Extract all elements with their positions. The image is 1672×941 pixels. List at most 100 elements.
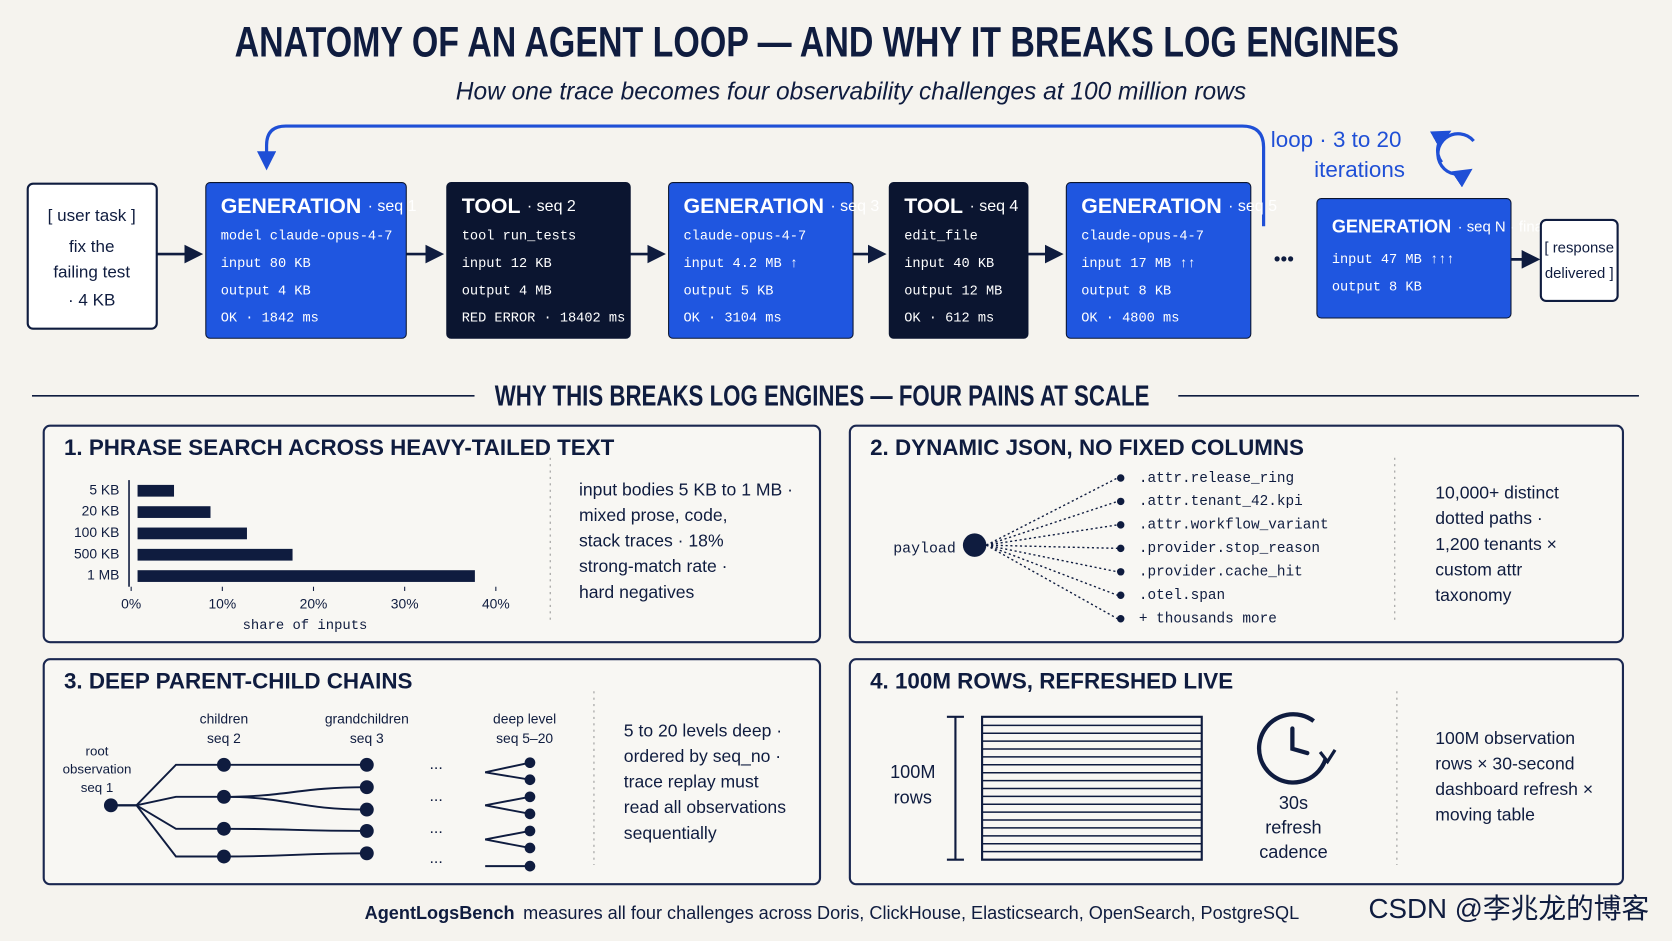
step-line: OK · 1842 ms [221,312,319,327]
category-label: 20 KB [82,503,120,519]
panel-title: 3. DEEP PARENT-CHILD CHAINS [64,669,413,694]
panel-title: 4. 100M ROWS, REFRESHED LIVE [870,669,1233,694]
step-line: edit_file [904,230,978,245]
child-node [216,821,231,836]
step-seq: · seq 4 [969,198,1018,215]
deep-node [524,791,536,803]
title: ANATOMY OF AN AGENT LOOP — AND WHY IT BR… [235,18,1399,66]
panel-description: moving table [1435,805,1535,825]
step-title: GENERATION · seq 5 [1081,194,1277,218]
step-line: input 12 KB [462,257,552,272]
cycle-icon [1429,130,1452,164]
end-text: delivered ] [1545,265,1614,282]
json-path: .provider.cache_hit [1139,565,1303,581]
section-title: WHY THIS BREAKS LOG ENGINES — FOUR PAINS… [495,381,1150,413]
bar [137,548,293,561]
start-text: fix the [69,237,114,256]
bar [137,527,247,540]
step-line: input 4.2 MB ↑ [684,257,798,272]
step-kind: TOOL [462,194,521,218]
step-line: RED ERROR · 18402 ms [462,312,626,327]
panel [42,424,822,644]
panel-description: 100M observation [1435,728,1575,748]
x-axis-label: share of inputs [243,618,368,634]
clock-label: cadence [1259,842,1327,862]
x-tick-label: 0% [121,596,141,612]
deep-node [524,774,536,786]
step-line: tool run_tests [462,230,576,245]
step-line: input 47 MB ↑↑↑ [1332,253,1455,268]
step-line: OK · 3104 ms [684,312,782,327]
child-node [216,757,231,772]
json-path: + thousands more [1139,612,1277,628]
panel-description: trace replay must [624,772,759,792]
bar [137,484,175,497]
end-text: [ response [1544,240,1614,257]
x-tick-label: 40% [482,596,510,612]
step-title: TOOL · seq 4 [904,194,1018,218]
category-label: 100 KB [74,524,119,540]
grandchild-node [359,802,374,817]
x-tick-label: 10% [208,596,236,612]
step-kind: GENERATION [1332,216,1451,236]
step-line: model claude-opus-4-7 [221,230,393,245]
step-kind: GENERATION [684,194,825,218]
children-label: seq 2 [207,730,241,746]
panel-description: input bodies 5 KB to 1 MB · [579,479,793,499]
deep-node [524,757,536,769]
step-line: input 80 KB [221,257,311,272]
step-title: GENERATION · seq 3 [684,194,880,218]
subtitle: How one trace becomes four observability… [456,79,1246,106]
step-kind: TOOL [904,194,963,218]
tree-ellipsis: ... [429,756,442,773]
deep-node [524,860,536,872]
clock-label: 30s [1279,793,1308,813]
tree-ellipsis: ... [429,788,442,805]
json-path: .attr.tenant_42.kpi [1139,494,1303,510]
step-kind: GENERATION [1081,194,1222,218]
step-box [446,182,631,339]
children-label: children [200,711,249,727]
step-title: TOOL · seq 2 [462,194,576,218]
end-box [1539,218,1619,303]
loop-label: loop · 3 to 20 [1271,127,1402,152]
panel-description: 1,200 tenants × [1435,534,1557,554]
deep-label: deep level [493,711,556,727]
rows-bracket [946,715,964,861]
grandchild-node [359,757,374,772]
step-title: GENERATION · seq N · final [1332,216,1546,236]
panel-description: dotted paths · [1435,508,1543,528]
clock-label: refresh [1265,818,1321,838]
tree-edge [223,852,367,858]
panel-description: 10,000+ distinct [1435,483,1559,503]
json-leaf [1116,568,1125,576]
step-line: input 17 MB ↑↑ [1081,257,1195,272]
tree-edge [484,795,531,815]
step-line: output 5 KB [684,284,774,299]
json-leaf [1116,521,1125,529]
deep-node [524,825,536,837]
start-box [26,182,158,330]
json-leaf [1116,591,1125,599]
json-edge [986,477,1118,546]
json-path: .otel.span [1139,588,1225,604]
panel-description: rows × 30-second [1435,753,1574,773]
footer-text: measures all four challenges across Dori… [523,903,1299,923]
category-label: 5 KB [89,481,119,497]
panel-description: hard negatives [579,582,695,602]
clock-arrow [1318,749,1337,765]
step-line: OK · 612 ms [904,312,994,327]
tree-edge [110,804,224,858]
json-leaf [1116,614,1125,623]
json-edge [986,524,1118,546]
step-line: OK · 4800 ms [1081,312,1179,327]
json-root [962,533,987,557]
step-line: claude-opus-4-7 [1081,230,1204,245]
step-seq: · seq 3 [830,198,879,215]
watermark: CSDN @李兆龙的博客 [1369,893,1650,924]
panel-description: taxonomy [1435,585,1511,605]
step-seq: · seq 1 [368,198,417,215]
tree-edge [223,795,367,811]
